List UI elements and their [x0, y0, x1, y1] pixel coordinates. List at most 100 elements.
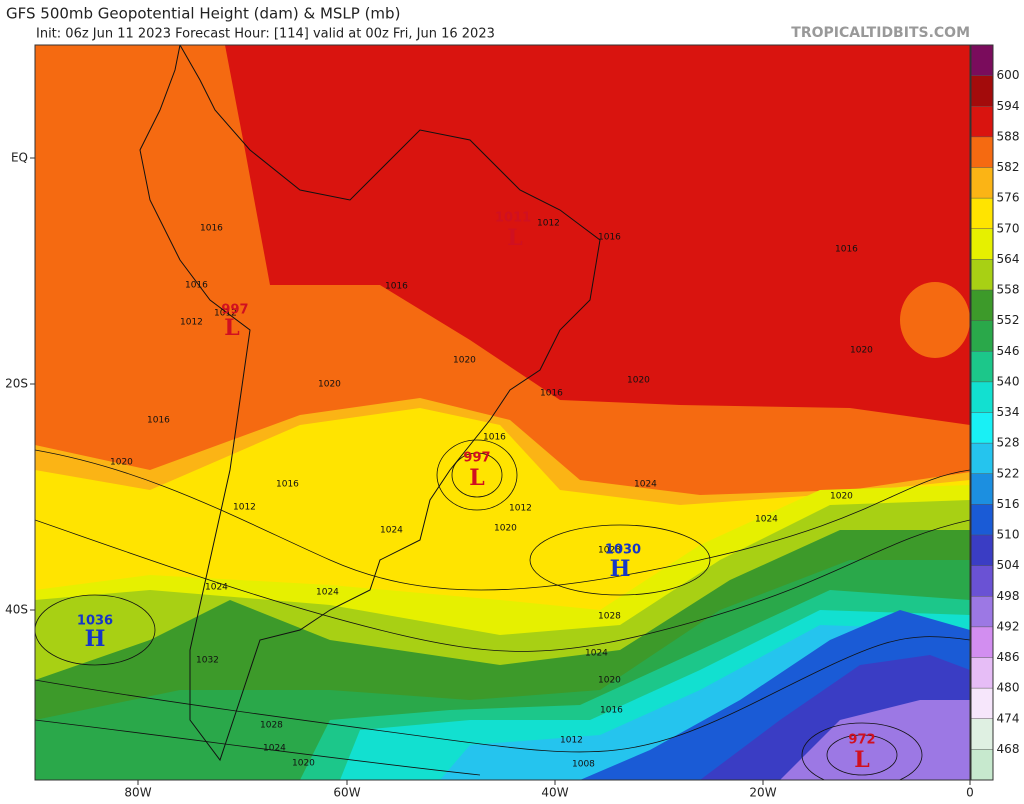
isobar-label: 1012	[509, 504, 532, 514]
isobar	[35, 636, 970, 753]
colorbar-label: 492	[997, 619, 1020, 633]
center-letter: L	[224, 315, 239, 341]
colorbar-label: 474	[997, 711, 1020, 725]
isobar-label: 1012	[214, 309, 237, 319]
lon-label: 40W	[541, 786, 568, 800]
colorbar-label: 564	[997, 252, 1020, 266]
colorbar-label: 558	[997, 283, 1020, 297]
colorbar-label: 534	[997, 405, 1020, 419]
isobar-label: 1016	[483, 433, 506, 443]
isobar-label: 1020	[292, 759, 315, 769]
colorbar-swatch	[971, 198, 993, 230]
colorbar-swatch	[971, 749, 993, 781]
isobar-label: 1032	[196, 656, 219, 666]
colorbar-label: 468	[997, 742, 1020, 756]
colorbar-label: 576	[997, 191, 1020, 205]
colorbar-label: 570	[997, 221, 1020, 235]
isobar-label: 1024	[316, 588, 339, 598]
colorbar-swatch	[971, 45, 993, 77]
colorbar-frame	[970, 44, 994, 781]
colorbar-label: 528	[997, 436, 1020, 450]
colorbar-label: 594	[997, 99, 1020, 113]
site-credit: TROPICALTIDBITS.COM	[791, 25, 970, 41]
axes: EQ 20S 40S 80W 60W 40W 20W 0	[5, 151, 974, 800]
isobar-label: 1016	[600, 706, 623, 716]
colorbar-swatch	[971, 136, 993, 168]
colorbar-swatch	[971, 565, 993, 597]
colorbar-swatch	[971, 657, 993, 689]
isobar-label: 1024	[380, 526, 403, 536]
colorbar-swatch	[971, 320, 993, 352]
isobar	[35, 449, 970, 591]
colorbar-label: 480	[997, 681, 1020, 695]
colorbar-label: 486	[997, 650, 1020, 664]
center-value: 972	[848, 733, 875, 748]
center-letter: L	[469, 465, 484, 491]
colorbar: 600 594 588 582 576 570 564 558 552 546 540 534 528 5…	[970, 44, 1020, 781]
isobar-label: 1016	[835, 245, 858, 255]
lat-label: EQ	[11, 151, 28, 165]
colorbar-swatch	[971, 75, 993, 107]
isobar-label: 1012	[560, 736, 583, 746]
isobar-label: 1020	[850, 346, 873, 356]
isobar-label: 1024	[755, 515, 778, 525]
colorbar-swatch	[971, 626, 993, 658]
isobar-label: 1020	[110, 458, 133, 468]
isobar-label: 1016	[185, 281, 208, 291]
isobar-labels: 1016 1016 1012 1012 1016 1012 1016 1016 …	[110, 219, 873, 770]
isobar-label: 1016	[276, 480, 299, 490]
center-letter: H	[610, 556, 631, 582]
isobar-label: 1028	[260, 721, 283, 731]
lon-label: 60W	[333, 786, 360, 800]
center-value: 1036	[77, 614, 113, 629]
colorbar-label: 582	[997, 160, 1020, 174]
pressure-centers: 1036 H 1030 H 997 L 1011 L 972 L 997 L	[77, 211, 876, 774]
isobar	[35, 719, 481, 776]
coastline	[139, 45, 601, 762]
subtitle: Init: 06z Jun 11 2023 Forecast Hour: [11…	[36, 27, 495, 42]
isobar	[826, 734, 898, 776]
isobar-label: 1020	[453, 356, 476, 366]
isobar	[35, 594, 156, 666]
center-letter: L	[854, 747, 869, 773]
colorbar-swatch	[971, 381, 993, 413]
colorbar-label: 516	[997, 497, 1020, 511]
isobar-label: 1024	[585, 649, 608, 659]
lat-label: 40S	[5, 603, 28, 617]
isobar	[451, 452, 503, 498]
isobar	[529, 524, 711, 596]
colorbar-swatch	[971, 351, 993, 383]
colorbar-swatch	[971, 443, 993, 475]
lon-label: 80W	[124, 786, 151, 800]
colorbar-label: 498	[997, 589, 1020, 603]
map-field	[35, 45, 970, 780]
center-value: 1030	[605, 543, 641, 558]
colorbar-label: 510	[997, 528, 1020, 542]
isobar	[35, 519, 970, 652]
colorbar-label: 522	[997, 466, 1020, 480]
colorbar-label: 588	[997, 129, 1020, 143]
isobar-label: 1020	[627, 376, 650, 386]
colorbar-swatch	[971, 688, 993, 720]
field-492	[780, 700, 970, 780]
isobar-label: 1024	[263, 744, 286, 754]
colorbar-swatch	[971, 504, 993, 536]
colorbar-swatch	[971, 718, 993, 750]
isobar-label: 1020	[598, 676, 621, 686]
field-582-blob	[900, 282, 970, 358]
isobar-label: 1012	[180, 318, 203, 328]
center-value: 1011	[495, 211, 531, 226]
isobar-label: 1016	[147, 416, 170, 426]
isobar-label: 1020	[494, 524, 517, 534]
colorbar-label: 552	[997, 313, 1020, 327]
isobar-label: 1016	[385, 282, 408, 292]
map-frame	[34, 44, 971, 781]
colorbar-swatch	[971, 412, 993, 444]
colorbar-swatch	[971, 596, 993, 628]
isobar-label: 1008	[572, 760, 595, 770]
isobar-label: 1020	[318, 380, 341, 390]
center-letter: L	[507, 225, 522, 251]
center-letter: H	[85, 626, 106, 652]
isobar-label: 1028	[598, 612, 621, 622]
